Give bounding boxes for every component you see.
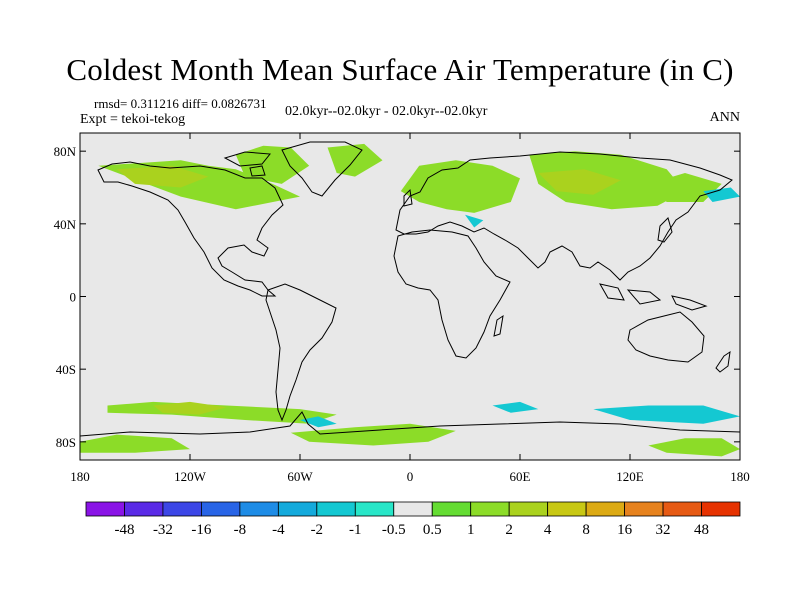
- colorbar-swatch-13: [585, 501, 625, 517]
- colorbar-swatch-12: [547, 501, 587, 517]
- anomaly-region-12: [153, 401, 227, 415]
- coastline-antarctica: [80, 411, 740, 437]
- y-tick-label: 40S: [56, 362, 76, 377]
- x-tick-label: 120E: [616, 469, 644, 484]
- colorbar-swatch-14: [624, 501, 664, 517]
- colorbar-label: -4: [272, 522, 285, 538]
- colorbar-swatch-6: [316, 501, 356, 517]
- anomaly-region-17: [703, 187, 740, 202]
- colorbar-label: -48: [114, 522, 134, 538]
- x-tick-label: 0: [407, 469, 414, 484]
- anomaly-region-8: [648, 438, 740, 457]
- anomaly-region-7: [290, 423, 456, 446]
- x-tick-label: 180: [70, 469, 90, 484]
- anomaly-region-13: [492, 401, 539, 413]
- colorbar-label: 16: [617, 522, 633, 538]
- anomaly-region-14: [593, 405, 740, 424]
- colorbar-swatch-9: [431, 501, 472, 517]
- x-tick-label: 60W: [287, 469, 313, 484]
- colorbar-swatch-8: [393, 501, 433, 517]
- colorbar-label: -32: [153, 522, 173, 538]
- coastline-africa: [393, 229, 511, 359]
- coastline-islands: [403, 188, 708, 311]
- colorbar-label: -0.5: [382, 522, 406, 538]
- x-tick-label: 120W: [174, 469, 207, 484]
- x-axis: 180 120W 60W 0 60E 120E 180: [70, 133, 750, 484]
- chart-title: Coldest Month Mean Surface Air Temperatu…: [66, 52, 734, 87]
- colorbar-label: 2: [505, 522, 513, 538]
- anomaly-fill-layer: [80, 143, 740, 457]
- experiment-label: Expt = tekoi-tekog: [80, 112, 186, 127]
- anomaly-region-9: [80, 434, 190, 453]
- coastline-layer: [80, 141, 740, 437]
- colorbar-label: 8: [582, 522, 590, 538]
- rmsd-diff-stats: rmsd= 0.311216 diff= 0.0826731: [94, 96, 267, 111]
- colorbar-swatch-7: [354, 501, 395, 517]
- colorbar: -48 -32 -16 -8 -4 -2 -1 -0.5 0.5 1 2 4 8 16 32 48: [85, 501, 741, 538]
- y-tick-label: 40N: [54, 217, 77, 232]
- colorbar-swatch-15: [662, 501, 702, 517]
- coastline-arctic-islands: [223, 151, 271, 177]
- y-tick-label: 80N: [54, 144, 77, 159]
- colorbar-swatch-3: [201, 501, 241, 517]
- colorbar-swatch-0: [85, 501, 125, 517]
- colorbar-swatch-4: [239, 501, 279, 517]
- y-tick-label: 80S: [56, 435, 76, 450]
- colorbar-label: 1: [467, 522, 475, 538]
- coastline-madagascar: [493, 314, 504, 337]
- coastline-australia: [627, 311, 705, 363]
- anomaly-region-10: [116, 165, 209, 188]
- x-tick-label: 60E: [510, 469, 531, 484]
- colorbar-label: -2: [311, 522, 324, 538]
- y-tick-label: 0: [70, 290, 77, 305]
- colorbar-label: 48: [694, 522, 709, 538]
- coastline-new-zealand: [715, 350, 731, 373]
- colorbar-swatch-11: [508, 501, 549, 517]
- anomaly-region-15: [300, 416, 337, 428]
- x-tick-label: 180: [730, 469, 750, 484]
- colorbar-label: -16: [191, 522, 211, 538]
- season-label: ANN: [709, 110, 740, 125]
- anomaly-region-2: [327, 143, 383, 177]
- coastline-greenland: [281, 141, 363, 197]
- colorbar-label: -1: [349, 522, 362, 538]
- colorbar-swatch-1: [124, 501, 164, 517]
- colorbar-label: 0.5: [423, 522, 442, 538]
- anomaly-region-1: [235, 145, 310, 184]
- colorbar-swatch-2: [162, 501, 202, 517]
- colorbar-swatch-5: [277, 501, 318, 517]
- coastline-south-america: [265, 283, 337, 422]
- coastline-north-america: [97, 161, 284, 297]
- colorbar-label: 32: [656, 522, 671, 538]
- time-period-label: 02.0kyr--02.0kyr - 02.0kyr--02.0kyr: [285, 104, 488, 119]
- colorbar-swatch-10: [470, 501, 510, 517]
- anomaly-region-16: [465, 214, 484, 228]
- colorbar-swatch-16: [701, 501, 741, 517]
- coastline-eurasia: [395, 151, 733, 281]
- anomaly-region-3: [400, 160, 520, 213]
- y-axis: 80N 40N 0 40S 80S: [54, 144, 740, 450]
- colorbar-label: 4: [544, 522, 552, 538]
- anomaly-region-11: [538, 169, 621, 195]
- colorbar-label: -8: [234, 522, 247, 538]
